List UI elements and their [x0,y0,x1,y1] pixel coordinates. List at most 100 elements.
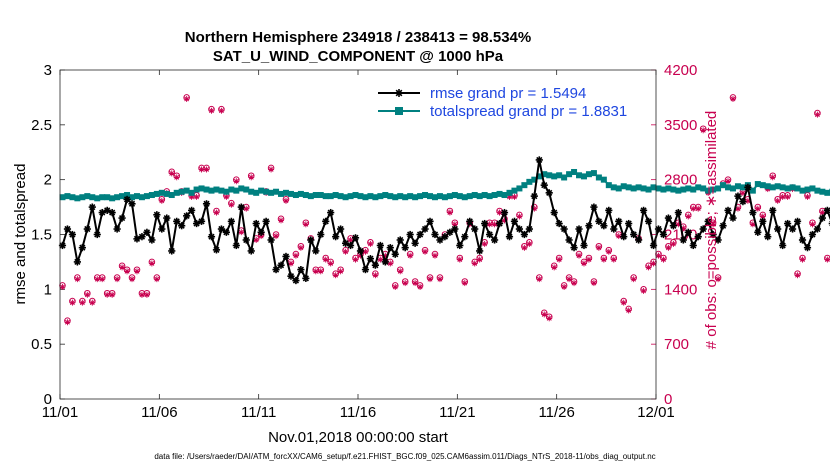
rmse-point [391,250,399,258]
rmse-point [212,246,221,254]
rmse-point [227,217,235,225]
x-tick-label: 11/16 [340,404,376,421]
totalspread-point [809,185,816,192]
obs-assimilated-point [392,283,399,290]
obs-assimilated-point [124,268,131,275]
obs-assimilated-point [566,276,573,283]
totalspread-point [680,186,687,193]
rmse-point [664,214,673,222]
totalspread-point [94,195,101,202]
rmse-point [550,208,558,217]
totalspread-point [794,185,801,192]
totalspread-point [784,185,791,192]
totalspread-point [158,189,165,196]
rmse-point [684,228,692,236]
obs-assimilated-point [129,276,136,283]
y-right-tick-label: 0 [664,391,672,408]
x-tick-label: 11/26 [538,404,574,421]
totalspread-point [635,184,642,191]
y-tick-label: 1.5 [31,227,52,244]
totalspread-point [382,192,389,199]
totalspread-point [610,184,617,191]
totalspread-point [412,194,419,201]
rmse-point [486,230,494,239]
obs-assimilated-point [536,276,543,283]
totalspread-point [551,173,558,180]
totalspread-point [536,173,543,180]
rmse-point [595,217,603,225]
rmse-point [297,265,305,274]
rmse-point [401,244,409,252]
obs-assimilated-point [784,193,791,200]
rmse-point [585,222,593,230]
x-tick-label: 11/11 [241,404,276,421]
rmse-point [411,239,419,247]
rmse-point [262,217,270,225]
rmse-point [371,261,379,269]
totalspread-point [64,193,71,200]
rmse-point [118,214,126,222]
totalspread-point [183,187,190,194]
obs-assimilated-point [695,205,702,212]
rmse-point [312,247,320,255]
totalspread-point [650,184,657,191]
y-tick-label: 3 [44,62,52,79]
totalspread-point [824,189,830,196]
obs-assimilated-point [218,107,225,114]
totalspread-point [143,193,150,200]
rmse-point [287,272,295,280]
totalspread-point [441,194,448,201]
y-right-tick-label: 2800 [664,172,697,189]
rmse-point [178,222,186,230]
rmse-point [58,241,67,250]
rmse-point [396,236,404,244]
obs-assimilated-point [74,276,81,283]
rmse-point [714,236,722,244]
obs-assimilated-point [461,280,468,287]
y-right-tick-label: 1400 [664,281,697,298]
rmse-point [798,236,807,244]
rmse-point [441,233,449,241]
obs-assimilated-point [715,276,722,283]
totalspread-point [531,176,538,183]
rmse-point [575,225,583,233]
legend-totalspread-label: totalspread grand pr = 1.8831 [430,103,627,120]
x-tick-label: 11/01 [42,404,78,421]
rmse-point [669,222,677,230]
rmse-point [530,192,538,200]
totalspread-point [422,192,429,199]
obs-assimilated-point [99,276,106,283]
totalspread-point [655,185,662,192]
obs-assimilated-point [561,283,568,290]
obs-assimilated-point [183,95,190,102]
rmse-point [739,198,747,206]
obs-assimilated-point [625,307,632,314]
obs-assimilated-point [158,197,165,204]
x-tick-label: 11/06 [141,404,177,421]
totalspread-point [133,193,140,200]
obs-assimilated-point [551,264,558,271]
obs-assimilated-point [342,248,349,255]
obs-assimilated-point [248,174,255,181]
obs-assimilated-point [546,315,553,322]
rmse-point [774,225,782,233]
y-tick-label: 0 [44,391,52,408]
totalspread-point [734,183,741,190]
rmse-point [272,265,280,274]
obs-assimilated-point [417,283,424,290]
rmse-point [679,236,687,244]
obs-assimilated-point [322,256,329,263]
legend-rmse-label: rmse grand pr = 1.5494 [430,85,586,102]
totalspread-point [282,189,289,196]
rmse-point [317,230,325,239]
rmse-point [168,247,176,255]
obs-assimilated-point [268,166,275,173]
obs-assimilated-point [332,272,339,279]
obs-assimilated-point [143,291,150,298]
obs-assimilated-point [799,256,806,263]
totalspread-point [576,172,583,179]
chart-title-line2: SAT_U_WIND_COMPONENT @ 1000 hPa [213,48,504,65]
rmse-point [207,233,216,241]
totalspread-point [208,187,215,194]
obs-assimilated-point [511,193,518,200]
